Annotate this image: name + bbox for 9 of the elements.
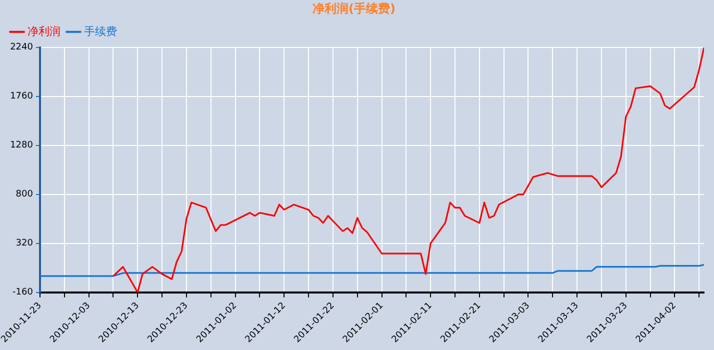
y-tick-label: 1760 [10, 92, 34, 102]
chart-title: 净利润(手续费) [312, 1, 396, 16]
legend-label: 净利润 [28, 24, 60, 38]
y-tick-label: -160 [12, 288, 34, 298]
y-tick-label: 800 [16, 190, 34, 200]
legend-label: 手续费 [84, 24, 117, 38]
y-tick-label: 1280 [10, 140, 34, 151]
y-tick-label: 2240 [10, 42, 34, 53]
y-tick-label: 320 [16, 238, 34, 249]
